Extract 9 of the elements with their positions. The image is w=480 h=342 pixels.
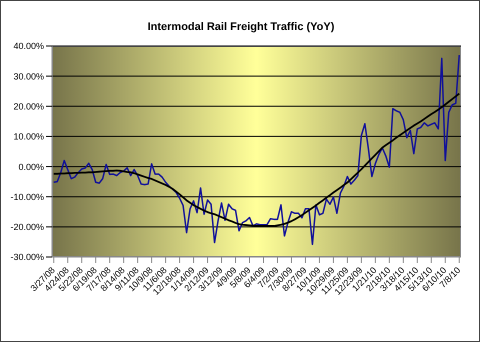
y-tick-label: -10.00% <box>10 192 44 202</box>
y-tick-label: -20.00% <box>10 222 44 232</box>
y-tick-label: 10.00% <box>13 132 44 142</box>
chart-title: Intermodal Rail Freight Traffic (YoY) <box>146 21 336 33</box>
y-tick-label: 0.00% <box>18 162 44 172</box>
y-tick-label: -30.00% <box>10 252 44 262</box>
y-tick-label: 40.00% <box>13 41 44 52</box>
y-tick-label: 30.00% <box>13 71 44 82</box>
y-tick-label: 20.00% <box>13 101 44 112</box>
